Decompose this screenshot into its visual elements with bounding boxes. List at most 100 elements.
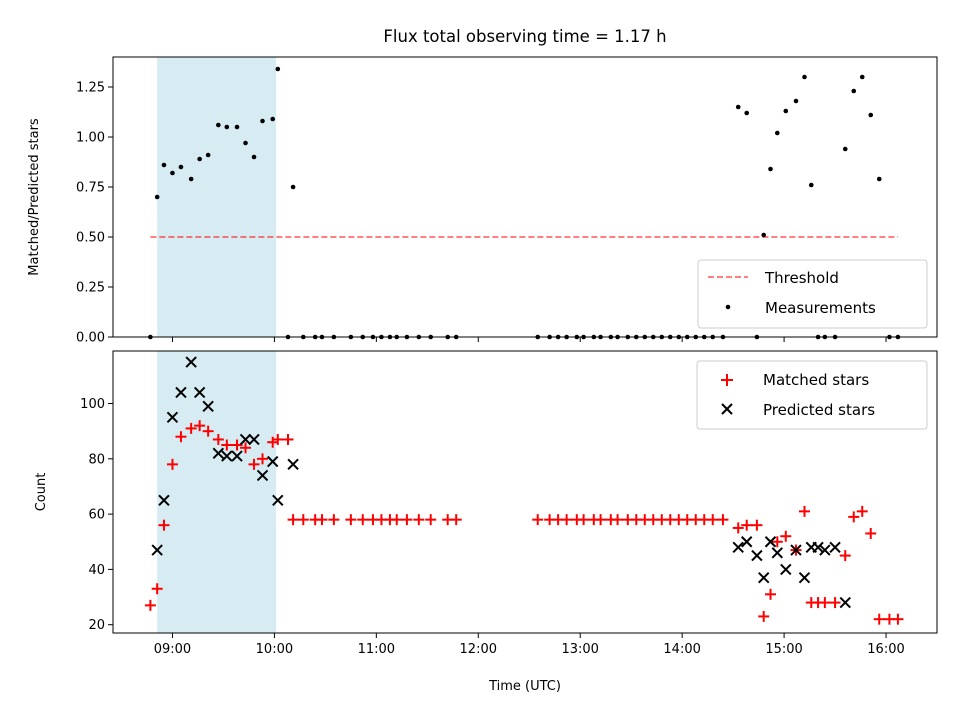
bottom-y-tick-label: 80 <box>88 452 105 467</box>
predicted-star-point <box>175 386 187 399</box>
measurement-point <box>761 232 767 238</box>
measurement-point <box>768 166 773 172</box>
matched-star-point <box>287 514 299 526</box>
matched-star-point <box>185 422 197 434</box>
measurement-point <box>197 156 202 162</box>
figure-title: Flux total observing time = 1.17 h <box>383 27 666 46</box>
matched-star-point <box>892 613 904 625</box>
bottom-panel: 20 40 60 80 100 09:00 10:00 11:00 12:00 13:00 14:0… <box>34 350 938 694</box>
predicted-star-point <box>248 433 260 446</box>
measurement-point <box>774 130 780 136</box>
matched-star-point <box>175 431 187 443</box>
measurement-point <box>205 152 211 158</box>
matched-star-point <box>829 597 841 609</box>
predicted-star-point <box>771 547 784 559</box>
bottom-y-tick-label: 100 <box>80 397 105 412</box>
x-tick-label: 15:00 <box>765 642 802 657</box>
measurement-point <box>876 176 882 182</box>
matched-star-point <box>425 514 437 526</box>
matched-star-point <box>328 514 340 526</box>
matched-star-point <box>151 583 163 595</box>
matched-star-point <box>401 514 413 526</box>
measurement-point <box>744 110 750 116</box>
matched-star-point <box>765 588 777 600</box>
predicted-star-point <box>839 596 851 609</box>
matched-star-point <box>741 519 753 531</box>
bottom-y-tick-label: 20 <box>88 618 105 633</box>
measurement-point <box>842 146 848 152</box>
legend-predicted-swatch <box>721 403 733 415</box>
x-tick-label: 11:00 <box>358 642 395 657</box>
measurement-point <box>178 164 184 170</box>
measurement-point <box>793 98 799 104</box>
predicted-star-point <box>221 450 233 462</box>
matched-star-point <box>561 514 573 526</box>
matched-star-point <box>158 519 170 531</box>
predicted-star-point <box>819 544 831 556</box>
measurement-point <box>251 154 257 160</box>
matched-star-point <box>240 442 252 454</box>
top-y-tick-label: 0.50 <box>76 231 105 246</box>
top-panel: 0.00 0.25 0.50 0.75 1.00 1.25 Matched/Predict… <box>27 56 938 346</box>
matched-star-point <box>758 610 770 622</box>
matched-star-point <box>751 519 763 531</box>
bottom-y-tick-label: 40 <box>88 563 105 578</box>
measurement-point <box>868 112 874 118</box>
matched-star-point <box>819 597 831 609</box>
predicted-star-point <box>266 455 279 468</box>
matched-star-point <box>595 514 607 526</box>
matched-star-point <box>248 458 260 470</box>
top-y-tick-label: 0.00 <box>76 331 105 346</box>
measurement-point <box>154 194 160 200</box>
matched-star-point <box>771 536 783 548</box>
x-tick-label: 13:00 <box>561 642 598 657</box>
predicted-star-point <box>158 494 170 507</box>
bottom-y-axis-label: Count <box>34 473 49 512</box>
predicted-star-point <box>812 541 824 554</box>
measurement-point <box>735 104 741 110</box>
matched-star-point <box>194 420 206 432</box>
predicted-star-point <box>741 536 753 548</box>
matched-star-point <box>282 433 294 445</box>
bottom-legend: Matched stars Predicted stars <box>696 360 928 430</box>
legend-measurements-swatch <box>725 304 731 310</box>
matched-star-point <box>717 514 729 526</box>
matched-star-point <box>798 505 810 517</box>
measurement-point <box>802 74 807 80</box>
predicted-star-point <box>151 544 163 556</box>
predicted-star-point <box>287 458 299 471</box>
measurement-point <box>188 176 194 182</box>
matched-star-point <box>357 514 369 526</box>
predicted-star-point <box>751 549 763 562</box>
x-tick-label: 14:00 <box>663 642 700 657</box>
predicted-star-point <box>166 411 179 424</box>
matched-star-point <box>612 514 624 526</box>
legend-measurements-label: Measurements <box>765 299 876 317</box>
x-tick-label: 09:00 <box>154 642 191 657</box>
matched-star-point <box>297 514 309 526</box>
predicted-star-point <box>764 536 777 548</box>
legend-threshold-label: Threshold <box>764 269 839 287</box>
predicted-star-point <box>256 469 269 482</box>
top-highlight-span <box>157 57 277 337</box>
matched-star-point <box>345 514 357 526</box>
predicted-star-point <box>212 447 225 460</box>
matched-star-point <box>166 458 178 470</box>
matched-star-point <box>578 514 590 526</box>
measurement-point <box>275 66 281 72</box>
matched-star-point <box>839 550 851 562</box>
bottom-plot-frame <box>112 350 938 634</box>
predicted-star-point <box>790 544 802 556</box>
measurement-point <box>260 118 265 124</box>
bottom-legend-box <box>696 360 928 430</box>
top-y-tick-label: 1.25 <box>76 81 105 96</box>
predicted-star-point <box>798 571 811 584</box>
bottom-y-tick-label: 60 <box>88 508 105 523</box>
matched-star-point <box>865 527 877 539</box>
matched-star-point <box>707 514 719 526</box>
matched-star-point <box>212 433 224 445</box>
predicted-star-point <box>780 563 792 576</box>
top-legend-box <box>697 259 928 329</box>
legend-predicted-label: Predicted stars <box>763 401 875 419</box>
